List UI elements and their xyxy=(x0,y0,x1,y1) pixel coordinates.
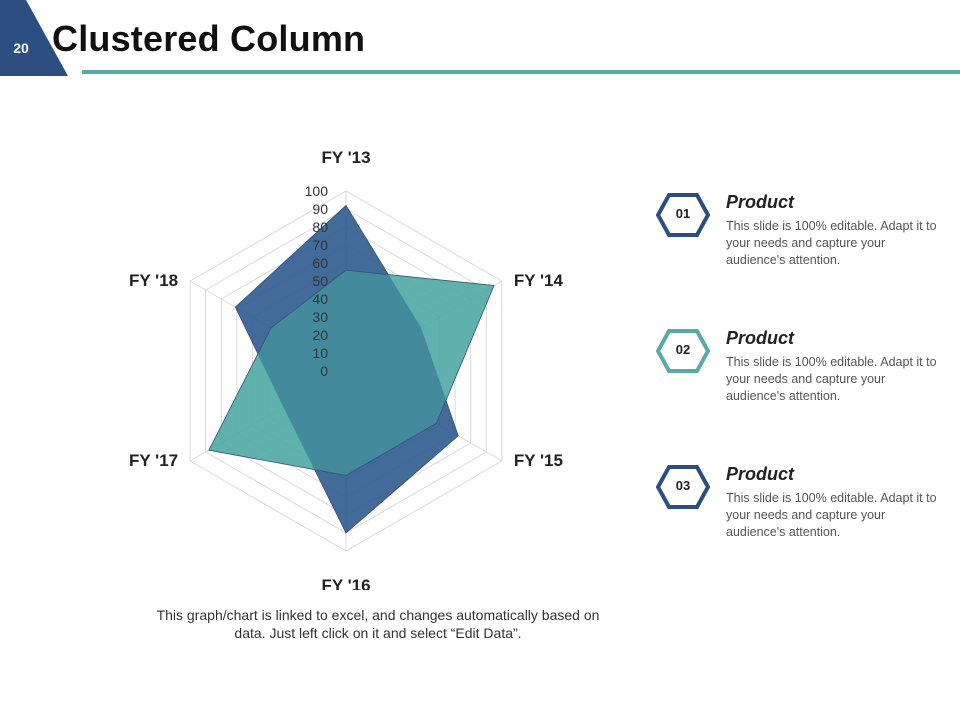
legend-title: Product xyxy=(726,192,795,212)
legend-number: 01 xyxy=(675,206,691,221)
legend-item-2: 02 Product This slide is 100% editable. … xyxy=(656,328,956,438)
legend-description: This slide is 100% editable. Adapt it to… xyxy=(726,491,937,539)
series-overlay-1 xyxy=(235,205,459,533)
series-area-2 xyxy=(208,269,495,476)
chart-note: This graph/chart is linked to excel, and… xyxy=(156,607,600,641)
tick-label: 90 xyxy=(312,201,328,217)
category-label: FY '17 xyxy=(129,451,178,470)
legend-number: 03 xyxy=(675,478,691,493)
radar-chart: 0 10 20 30 40 50 60 70 80 90 100 FY '13 FY '14 FY '15… xyxy=(129,150,564,590)
legend-title: Product xyxy=(726,464,795,484)
corner-triangle-decoration xyxy=(0,0,68,76)
tick-label: 40 xyxy=(312,291,328,307)
legend-title: Product xyxy=(726,328,795,348)
legend-description: This slide is 100% editable. Adapt it to… xyxy=(726,219,937,267)
hexagon-badge-icon xyxy=(656,193,710,237)
tick-label: 50 xyxy=(312,273,328,289)
tick-label: 0 xyxy=(320,363,328,379)
category-label: FY '16 xyxy=(321,576,370,590)
page-title: Clustered Column xyxy=(52,18,366,59)
category-label: FY '15 xyxy=(514,451,563,470)
category-label: FY '18 xyxy=(129,271,178,290)
tick-label: 30 xyxy=(312,309,328,325)
hexagon-badge-icon xyxy=(656,329,710,373)
legend-description: This slide is 100% editable. Adapt it to… xyxy=(726,355,937,403)
tick-label: 60 xyxy=(312,255,328,271)
tick-label: 20 xyxy=(312,327,328,343)
category-label: FY '13 xyxy=(321,150,370,167)
slide-number: 20 xyxy=(13,40,29,56)
hexagon-badge-icon xyxy=(656,465,710,509)
legend-item-3: 03 Product This slide is 100% editable. … xyxy=(656,464,956,574)
title-underline xyxy=(82,70,960,74)
legend-item-1: 01 Product This slide is 100% editable. … xyxy=(656,192,956,302)
tick-label: 10 xyxy=(312,345,328,361)
tick-label: 70 xyxy=(312,237,328,253)
category-label: FY '14 xyxy=(514,271,564,290)
tick-label: 100 xyxy=(305,183,329,199)
legend-number: 02 xyxy=(675,342,691,357)
tick-label: 80 xyxy=(312,219,328,235)
